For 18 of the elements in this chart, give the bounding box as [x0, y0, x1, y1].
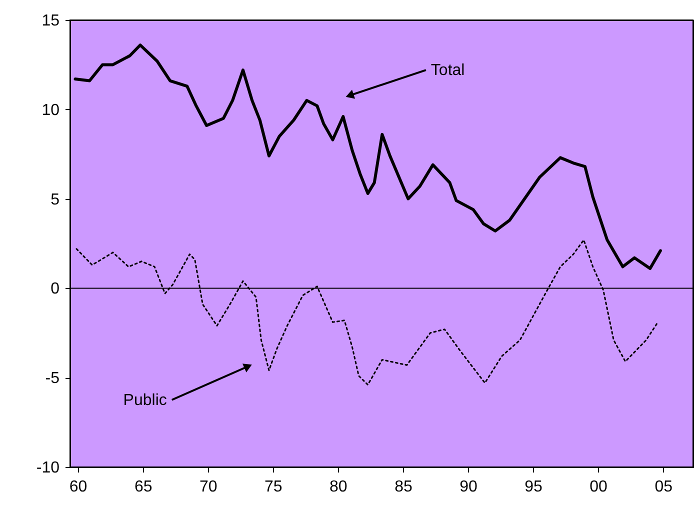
- x-tick-label: 65: [134, 478, 152, 496]
- x-tick-label: 85: [394, 478, 412, 496]
- y-tick-label: 5: [50, 191, 60, 208]
- x-tick-label: 75: [264, 478, 282, 496]
- y-tick-label: -10: [36, 460, 60, 476]
- y-tick-label: 10: [42, 102, 60, 119]
- x-tick-label: 00: [590, 478, 608, 496]
- x-tick-label: 80: [330, 478, 348, 496]
- annotation: Total: [430, 62, 465, 80]
- x-tick-label: 70: [199, 478, 218, 496]
- annotation: Public: [123, 392, 167, 409]
- y-tick-label: -5: [45, 370, 60, 388]
- y-tick-label: 0: [50, 280, 60, 298]
- y-tick-label: 15: [42, 12, 60, 30]
- x-tick-label: 05: [654, 478, 673, 496]
- x-tick-label: 90: [460, 478, 478, 496]
- x-tick-label: 95: [524, 478, 543, 496]
- x-tick-label: 60: [69, 478, 88, 496]
